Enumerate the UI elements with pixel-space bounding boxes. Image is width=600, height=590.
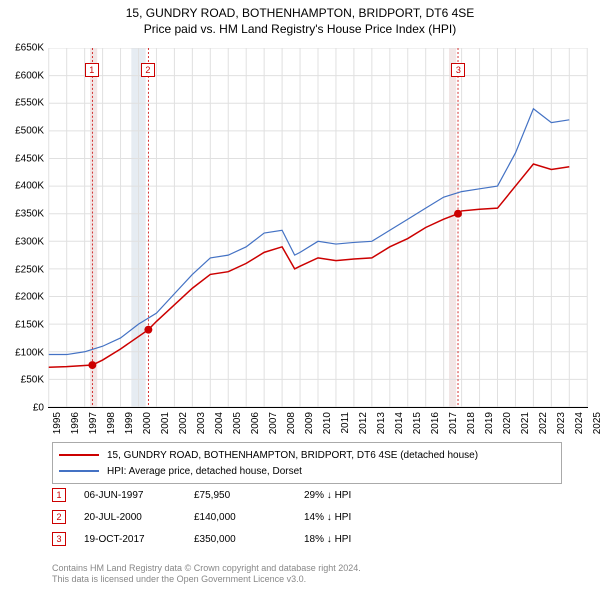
legend-label: HPI: Average price, detached house, Dors… [107, 466, 302, 477]
x-axis-label: 2005 [232, 412, 243, 434]
x-axis-label: 2012 [358, 412, 369, 434]
sale-date: 06-JUN-1997 [84, 490, 194, 501]
y-axis-label: £100K [15, 347, 44, 358]
legend: 15, GUNDRY ROAD, BOTHENHAMPTON, BRIDPORT… [52, 442, 562, 484]
sale-price: £140,000 [194, 512, 304, 523]
x-axis-label: 2025 [592, 412, 600, 434]
y-axis-label: £300K [15, 236, 44, 247]
y-axis-label: £600K [15, 70, 44, 81]
title-block: 15, GUNDRY ROAD, BOTHENHAMPTON, BRIDPORT… [0, 0, 600, 36]
x-axis-label: 2015 [412, 412, 423, 434]
y-axis-label: £150K [15, 319, 44, 330]
x-axis-label: 2004 [214, 412, 225, 434]
x-axis-label: 2000 [142, 412, 153, 434]
x-axis-label: 2008 [286, 412, 297, 434]
x-axis-label: 2010 [322, 412, 333, 434]
chart-area: £0£50K£100K£150K£200K£250K£300K£350K£400… [48, 48, 588, 408]
legend-label: 15, GUNDRY ROAD, BOTHENHAMPTON, BRIDPORT… [107, 450, 478, 461]
x-axis-label: 2006 [250, 412, 261, 434]
legend-item: HPI: Average price, detached house, Dors… [59, 463, 555, 479]
y-axis-label: £0 [33, 403, 44, 414]
sale-marker-icon: 1 [52, 488, 66, 502]
sale-price: £350,000 [194, 534, 304, 545]
sale-diff: 14% ↓ HPI [304, 512, 414, 523]
sale-marker-icon: 1 [85, 63, 99, 77]
y-axis-label: £350K [15, 209, 44, 220]
x-axis-label: 2002 [178, 412, 189, 434]
y-axis-label: £550K [15, 98, 44, 109]
x-axis-label: 2014 [394, 412, 405, 434]
sales-table: 1 06-JUN-1997 £75,950 29% ↓ HPI 2 20-JUL… [52, 484, 414, 550]
chart-container: 15, GUNDRY ROAD, BOTHENHAMPTON, BRIDPORT… [0, 0, 600, 590]
x-axis-label: 2013 [376, 412, 387, 434]
sale-price: £75,950 [194, 490, 304, 501]
x-axis-label: 2003 [196, 412, 207, 434]
y-axis-label: £450K [15, 153, 44, 164]
x-axis-label: 1998 [106, 412, 117, 434]
y-axis-label: £250K [15, 264, 44, 275]
x-axis-label: 2001 [160, 412, 171, 434]
sale-date: 19-OCT-2017 [84, 534, 194, 545]
y-axis-label: £50K [21, 375, 44, 386]
x-axis-label: 2018 [466, 412, 477, 434]
line-chart [48, 48, 588, 408]
x-axis-label: 2020 [502, 412, 513, 434]
x-axis-label: 2022 [538, 412, 549, 434]
x-axis-label: 2011 [340, 412, 351, 434]
sale-date: 20-JUL-2000 [84, 512, 194, 523]
sale-marker-icon: 2 [52, 510, 66, 524]
x-axis-label: 1996 [70, 412, 81, 434]
x-axis-label: 1999 [124, 412, 135, 434]
legend-item: 15, GUNDRY ROAD, BOTHENHAMPTON, BRIDPORT… [59, 447, 555, 463]
y-axis-label: £650K [15, 43, 44, 54]
footnote-line: This data is licensed under the Open Gov… [52, 574, 361, 586]
y-axis-label: £200K [15, 292, 44, 303]
x-axis-label: 2017 [448, 412, 459, 434]
table-row: 1 06-JUN-1997 £75,950 29% ↓ HPI [52, 484, 414, 506]
legend-swatch [59, 454, 99, 456]
table-row: 2 20-JUL-2000 £140,000 14% ↓ HPI [52, 506, 414, 528]
x-axis-label: 1995 [52, 412, 63, 434]
sale-marker-icon: 2 [141, 63, 155, 77]
footnote: Contains HM Land Registry data © Crown c… [52, 563, 361, 586]
sale-diff: 29% ↓ HPI [304, 490, 414, 501]
x-axis-label: 2021 [520, 412, 531, 434]
legend-swatch [59, 470, 99, 472]
y-axis-label: £500K [15, 126, 44, 137]
sale-marker-icon: 3 [52, 532, 66, 546]
x-axis-label: 1997 [88, 412, 99, 434]
x-axis-label: 2007 [268, 412, 279, 434]
title-line-2: Price paid vs. HM Land Registry's House … [0, 22, 600, 36]
x-axis-label: 2009 [304, 412, 315, 434]
x-axis-label: 2024 [574, 412, 585, 434]
x-axis-label: 2023 [556, 412, 567, 434]
y-axis-label: £400K [15, 181, 44, 192]
sale-diff: 18% ↓ HPI [304, 534, 414, 545]
x-axis-label: 2019 [484, 412, 495, 434]
title-line-1: 15, GUNDRY ROAD, BOTHENHAMPTON, BRIDPORT… [0, 6, 600, 20]
footnote-line: Contains HM Land Registry data © Crown c… [52, 563, 361, 575]
x-axis-label: 2016 [430, 412, 441, 434]
sale-marker-icon: 3 [451, 63, 465, 77]
table-row: 3 19-OCT-2017 £350,000 18% ↓ HPI [52, 528, 414, 550]
